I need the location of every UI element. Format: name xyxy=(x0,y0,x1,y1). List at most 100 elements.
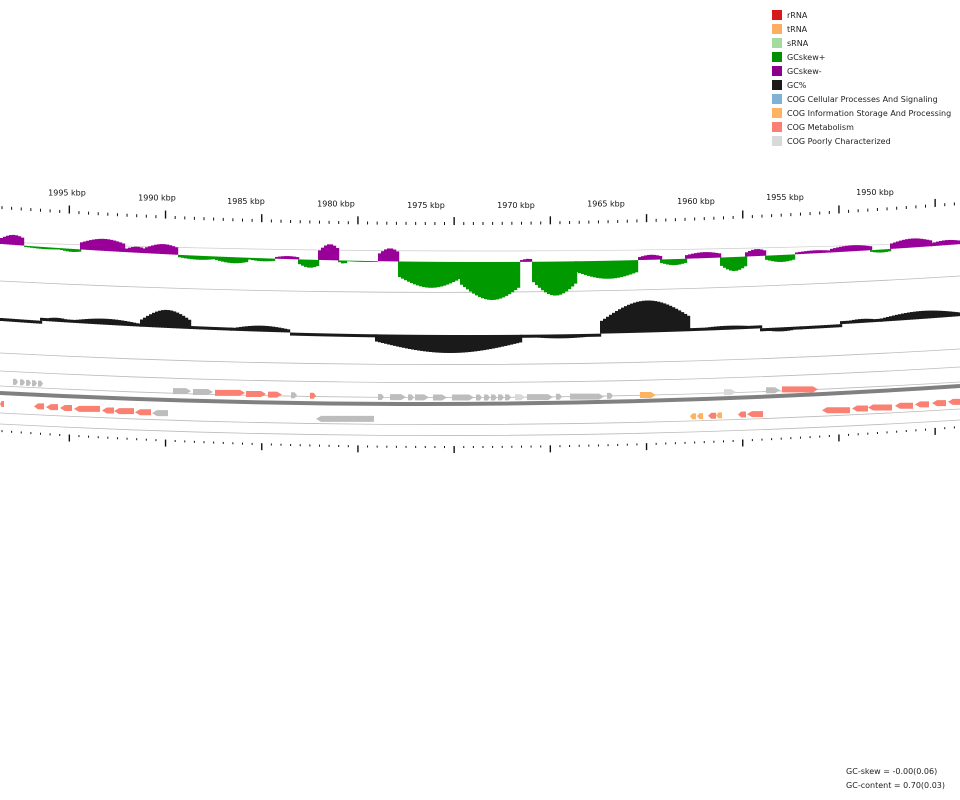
gc-skew-bar xyxy=(15,235,19,246)
gc-skew-bar xyxy=(287,256,291,260)
reverse-cds-arrow xyxy=(102,407,114,414)
gc-skew-bar xyxy=(629,260,633,275)
gc-skew-bar xyxy=(324,245,328,261)
gc-content-bar xyxy=(281,328,285,333)
gc-content-bar xyxy=(821,325,825,329)
gc-content-bar xyxy=(43,317,47,321)
gc-skew-bar xyxy=(869,246,873,251)
gc-skew-bar xyxy=(21,237,25,246)
gc-skew-bar xyxy=(848,245,852,252)
gc-skew-bar xyxy=(293,256,297,260)
gc-content-bar xyxy=(332,333,336,337)
gc-skew-bar xyxy=(697,252,701,259)
gc-skew-bar xyxy=(684,258,688,263)
gc-skew-bar xyxy=(6,235,10,245)
gc-skew-bar xyxy=(51,247,55,250)
gc-content-bar xyxy=(202,326,206,330)
gc-skew-bar xyxy=(281,256,285,259)
gc-skew-bar xyxy=(514,261,518,291)
gc-skew-bar xyxy=(458,261,462,280)
gc-skew-bar xyxy=(926,239,930,247)
legend-item: rRNA xyxy=(772,8,960,22)
gc-content-bar xyxy=(486,334,490,350)
gc-skew-bar xyxy=(706,252,710,259)
gc-skew-bar xyxy=(98,238,102,251)
reverse-cds-arrow xyxy=(114,408,134,415)
gc-content-bar xyxy=(36,320,40,324)
gc-skew-bar xyxy=(933,242,937,246)
gc-content-bar xyxy=(513,334,517,344)
gc-skew-bar xyxy=(338,260,342,263)
gc-content-bar xyxy=(526,334,530,338)
forward-cds-arrow xyxy=(782,386,818,393)
gc-skew-bar xyxy=(80,242,84,250)
gc-skew-bar xyxy=(669,259,673,265)
gc-content-bar xyxy=(161,310,165,328)
gc-skew-bar xyxy=(344,260,348,264)
gc-skew-bar xyxy=(466,261,470,290)
gc-content-bar xyxy=(529,334,533,338)
gc-skew-bar xyxy=(175,247,179,255)
gc-content-bar xyxy=(447,334,451,353)
tick-label: 1970 kbp xyxy=(497,201,535,210)
gc-skew-bar xyxy=(110,239,114,252)
gc-content-bar xyxy=(760,328,764,332)
gc-skew-bar xyxy=(499,261,503,299)
gc-skew-bar xyxy=(354,260,358,262)
gc-content-bar xyxy=(272,326,276,333)
gc-skew-bar xyxy=(587,261,591,276)
gc-content-bar xyxy=(6,318,10,322)
gc-skew-bar xyxy=(544,261,548,293)
gc-content-bar xyxy=(922,310,926,319)
gc-skew-bar xyxy=(275,256,279,259)
gc-skew-bar xyxy=(771,255,775,262)
gc-content-bar xyxy=(624,306,628,334)
gc-skew-bar xyxy=(45,247,49,250)
gc-content-bar xyxy=(892,315,896,321)
gc-skew-bar xyxy=(199,255,203,260)
gc-content-bar xyxy=(867,318,871,323)
gc-content-bar xyxy=(886,316,890,322)
gc-content-bar xyxy=(498,334,502,348)
gc-skew-bar xyxy=(523,259,527,262)
reverse-cds-track xyxy=(0,398,960,422)
gc-skew-bar xyxy=(885,249,889,252)
tick-label: 1975 kbp xyxy=(407,201,445,210)
gc-content-bar xyxy=(705,327,709,331)
gc-skew-bar xyxy=(278,256,282,259)
gc-content-bar xyxy=(636,301,640,333)
gc-content-bar xyxy=(254,325,258,332)
gc-content-bar xyxy=(33,320,37,324)
gc-content-bar xyxy=(27,319,31,323)
gc-skew-bar xyxy=(151,245,155,254)
gc-content-bar xyxy=(836,324,840,328)
gc-content-bar xyxy=(550,334,554,339)
gc-skew-bar xyxy=(768,255,772,261)
gc-content-bar xyxy=(618,309,622,334)
gc-content-bar xyxy=(843,320,847,324)
gc-skew-bar xyxy=(899,240,903,249)
gc-content-bar xyxy=(949,311,953,317)
gc-content-bar xyxy=(149,314,153,328)
gc-content-bar xyxy=(684,313,688,332)
gc-skew-bar xyxy=(638,257,642,261)
legend-item: COG Poorly Characterized xyxy=(772,134,960,148)
gc-content-bar xyxy=(284,328,288,333)
gc-content-bar xyxy=(278,327,282,333)
gc-content-bar xyxy=(568,334,572,339)
gc-skew-bar xyxy=(42,247,46,250)
gc-content-bar xyxy=(535,334,539,338)
gc-skew-bar xyxy=(221,256,225,262)
gc-content-bar xyxy=(609,314,613,334)
gc-content-bar xyxy=(444,334,448,353)
gc-skew-bar xyxy=(351,260,355,262)
gc-skew-bar xyxy=(914,238,918,248)
reverse-cds-arrow xyxy=(316,415,374,422)
gc-skew-bar xyxy=(605,260,609,279)
gc-content-bar xyxy=(426,334,430,352)
gc-content-bar xyxy=(849,320,853,324)
gc-skew-bar xyxy=(101,238,105,251)
gc-skew-bar xyxy=(27,245,31,248)
gc-skew-bar xyxy=(163,244,167,255)
gc-content-bar xyxy=(356,334,360,338)
